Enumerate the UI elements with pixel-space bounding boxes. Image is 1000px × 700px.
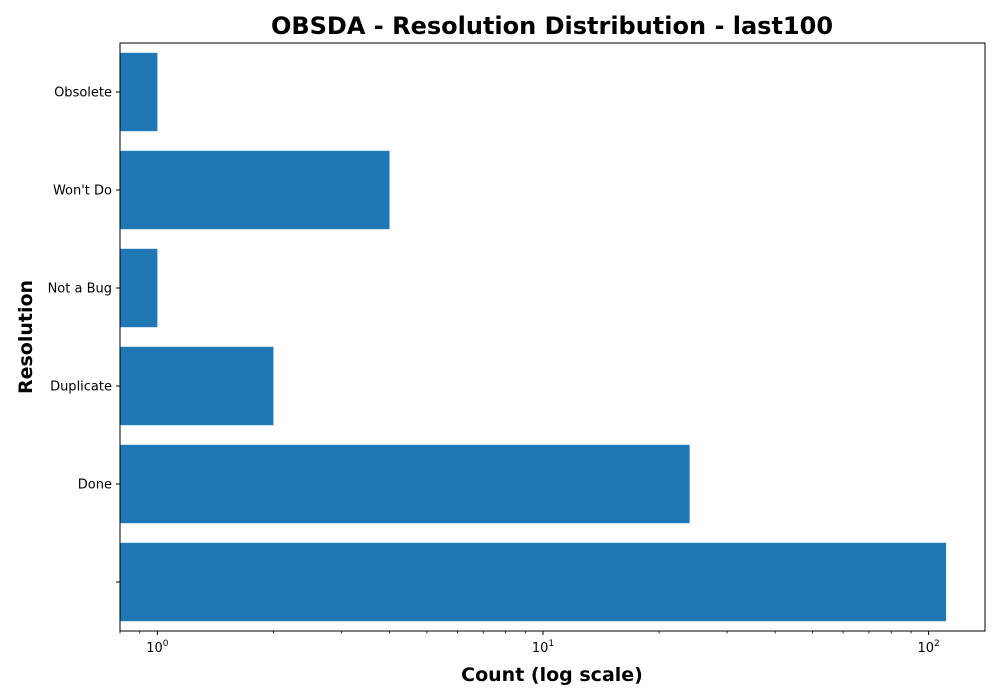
bar [120,444,690,524]
x-tick-label: 102 [918,639,940,656]
y-axis-label: Resolution [15,280,37,394]
bar [120,52,158,132]
y-tick-label: Not a Bug [48,282,112,297]
chart-title: OBSDA - Resolution Distribution - last10… [271,12,833,40]
y-axis: Done Duplicate Not a Bug Won't Do Obsolete [48,86,120,583]
bar [120,150,390,230]
y-tick-label: Done [78,478,112,493]
y-tick-label: Duplicate [50,380,112,395]
x-tick-label: 101 [532,639,554,656]
bar [120,346,274,426]
bar [120,248,158,328]
x-axis: 100 101 102 [119,631,940,656]
y-tick-label: Won't Do [53,184,112,199]
bar [120,542,947,622]
y-tick-label: Obsolete [54,86,112,101]
x-tick-label: 100 [146,639,169,656]
bars [120,52,947,622]
x-axis-label: Count (log scale) [461,664,643,686]
plot-frame [119,42,986,632]
